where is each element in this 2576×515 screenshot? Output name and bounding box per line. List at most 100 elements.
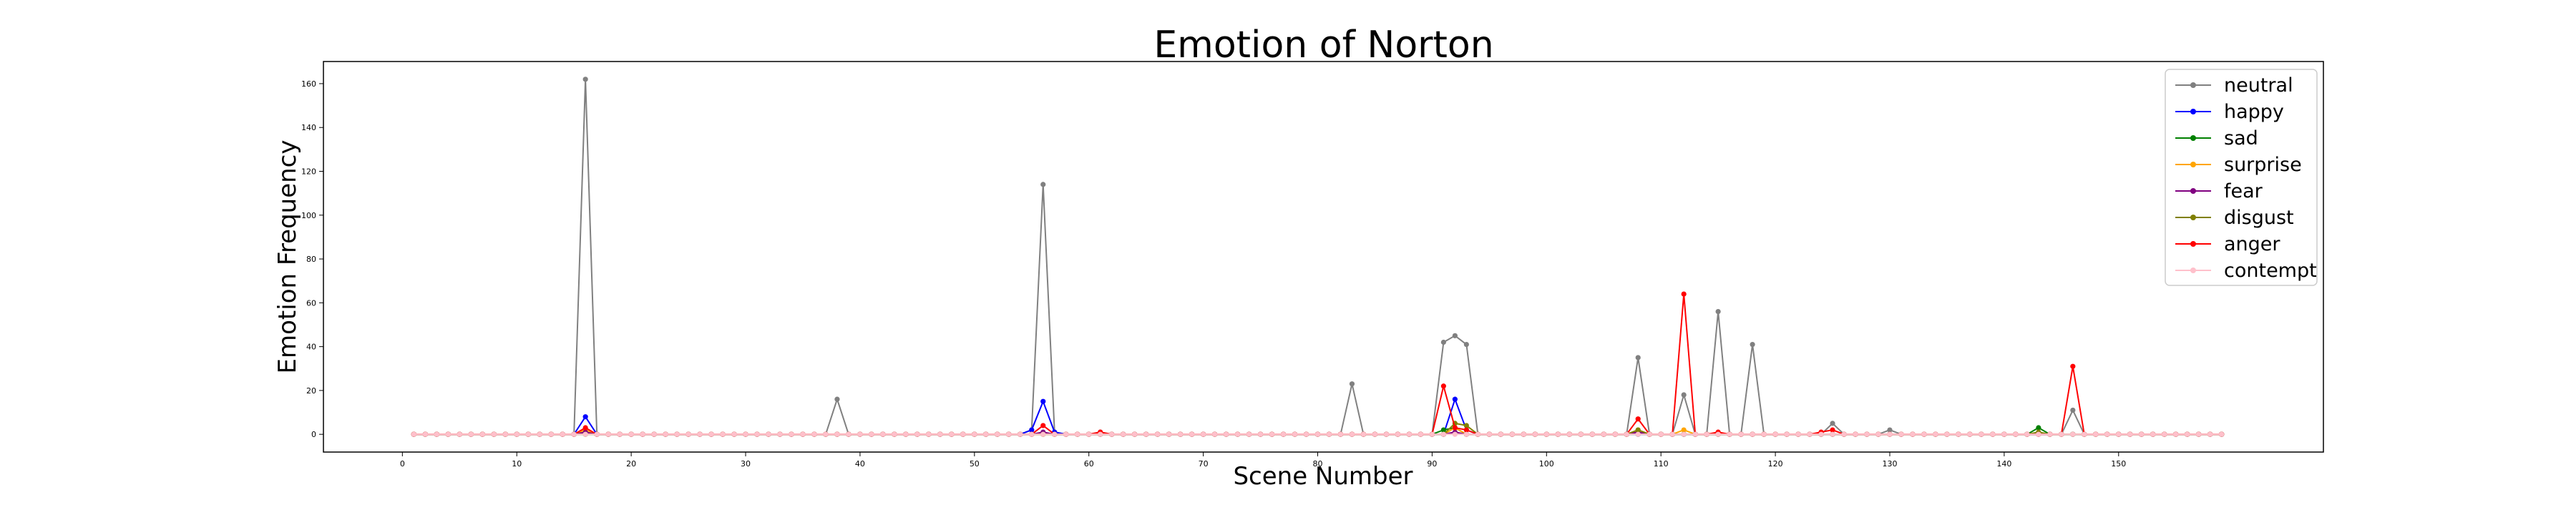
data-point-contempt xyxy=(2116,431,2122,437)
data-point-contempt xyxy=(1566,431,1572,437)
data-point-contempt xyxy=(525,431,531,437)
y-tick-label: 60 xyxy=(306,298,316,308)
data-point-contempt xyxy=(1201,431,1206,437)
data-point-contempt xyxy=(708,431,714,437)
data-point-contempt xyxy=(1452,431,1458,437)
data-point-contempt xyxy=(1223,431,1229,437)
data-point-contempt xyxy=(983,431,989,437)
data-point-disgust xyxy=(1463,423,1469,428)
data-point-contempt xyxy=(2013,431,2019,437)
data-point-contempt xyxy=(777,431,783,437)
data-point-contempt xyxy=(1486,431,1492,437)
x-tick-label: 60 xyxy=(1084,459,1094,469)
data-point-contempt xyxy=(1509,431,1515,437)
data-point-contempt xyxy=(1864,431,1870,437)
data-point-contempt xyxy=(2173,431,2179,437)
data-point-contempt xyxy=(1086,431,1092,437)
data-point-contempt xyxy=(972,431,977,437)
data-point-contempt xyxy=(1853,431,1858,437)
data-point-contempt xyxy=(1372,431,1378,437)
data-point-sad xyxy=(2036,425,2041,431)
x-tick-label: 130 xyxy=(1882,459,1897,469)
data-point-contempt xyxy=(1807,431,1813,437)
data-point-contempt xyxy=(1795,431,1801,437)
series-lines xyxy=(411,77,2225,437)
data-point-contempt xyxy=(2185,431,2190,437)
data-point-contempt xyxy=(1246,431,1252,437)
data-point-contempt xyxy=(1292,431,1298,437)
chart-title: Emotion of Norton xyxy=(1153,24,1493,67)
data-point-contempt xyxy=(594,431,600,437)
x-tick-label: 10 xyxy=(512,459,522,469)
data-point-contempt xyxy=(1418,431,1424,437)
data-point-contempt xyxy=(1704,431,1709,437)
x-axis-label: Scene Number xyxy=(1233,462,1413,491)
data-point-contempt xyxy=(640,431,645,437)
data-point-contempt xyxy=(789,431,794,437)
data-point-contempt xyxy=(2196,431,2202,437)
data-point-anger xyxy=(1681,291,1687,297)
data-point-contempt xyxy=(1098,431,1103,437)
legend-marker-anger xyxy=(2190,241,2196,247)
data-point-contempt xyxy=(1990,431,1996,437)
data-point-happy xyxy=(582,414,588,420)
legend-label-surprise: surprise xyxy=(2224,154,2302,176)
data-point-contempt xyxy=(411,431,416,437)
series-contempt xyxy=(411,431,2225,437)
data-point-contempt xyxy=(1921,431,1927,437)
data-point-contempt xyxy=(2139,431,2145,437)
data-point-anger xyxy=(582,425,588,431)
data-point-neutral xyxy=(1887,427,1893,433)
data-point-contempt xyxy=(892,431,897,437)
data-point-contempt xyxy=(1075,431,1080,437)
data-point-contempt xyxy=(2001,431,2007,437)
data-point-neutral xyxy=(1681,392,1687,398)
y-tick-label: 120 xyxy=(301,167,316,177)
x-tick-label: 120 xyxy=(1768,459,1783,469)
data-point-contempt xyxy=(434,431,439,437)
data-point-contempt xyxy=(857,431,863,437)
x-tick-label: 30 xyxy=(741,459,751,469)
data-point-contempt xyxy=(1326,431,1332,437)
data-point-contempt xyxy=(1979,431,1984,437)
data-point-contempt xyxy=(1956,431,1961,437)
data-point-contempt xyxy=(995,431,1000,437)
data-point-sad xyxy=(1440,427,1446,433)
data-point-contempt xyxy=(1578,431,1584,437)
data-point-contempt xyxy=(937,431,943,437)
data-point-neutral xyxy=(1635,355,1641,360)
data-point-neutral xyxy=(1715,309,1721,315)
data-point-contempt xyxy=(720,431,726,437)
data-point-contempt xyxy=(1841,431,1847,437)
data-point-contempt xyxy=(468,431,474,437)
data-point-neutral xyxy=(1349,381,1355,387)
data-point-contempt xyxy=(1635,431,1641,437)
data-point-contempt xyxy=(1337,431,1344,437)
data-point-contempt xyxy=(1750,431,1755,437)
data-point-contempt xyxy=(1440,431,1446,437)
data-point-contempt xyxy=(1269,431,1275,437)
y-axis-label: Emotion Frequency xyxy=(273,140,302,374)
y-tick-label: 160 xyxy=(301,79,316,89)
data-point-contempt xyxy=(1280,431,1287,437)
data-point-contempt xyxy=(743,431,748,437)
legend-label-fear: fear xyxy=(2224,180,2263,202)
data-point-contempt xyxy=(1132,431,1138,437)
data-point-happy xyxy=(1040,398,1046,404)
data-point-contempt xyxy=(1681,431,1687,437)
data-point-contempt xyxy=(1212,431,1218,437)
data-point-contempt xyxy=(1887,431,1893,437)
legend-marker-sad xyxy=(2190,135,2196,141)
data-point-neutral xyxy=(2070,407,2076,413)
data-point-neutral xyxy=(582,77,588,82)
data-point-anger xyxy=(1635,416,1641,422)
legend-label-sad: sad xyxy=(2224,127,2258,149)
data-point-contempt xyxy=(823,431,829,437)
data-point-contempt xyxy=(1875,431,1881,437)
data-point-contempt xyxy=(2207,431,2213,437)
data-point-anger xyxy=(1440,383,1446,389)
data-point-contempt xyxy=(2082,431,2087,437)
data-point-contempt xyxy=(1727,431,1732,437)
data-point-contempt xyxy=(1395,431,1401,437)
data-point-contempt xyxy=(697,431,703,437)
